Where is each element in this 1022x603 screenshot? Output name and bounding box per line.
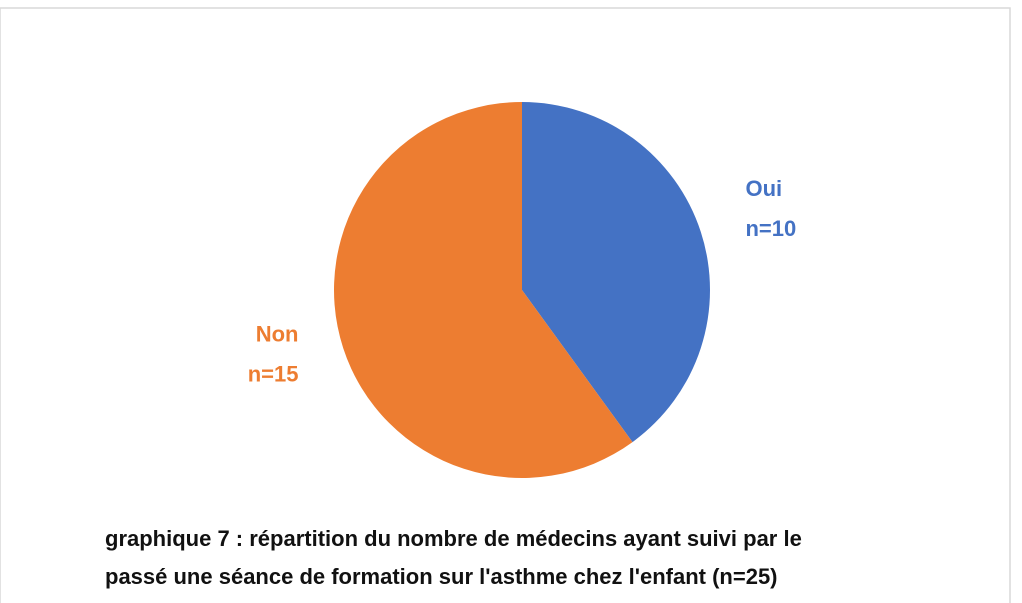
value-label: n=15 [248, 361, 299, 386]
value-label: n=10 [745, 216, 796, 241]
pie-slice [522, 102, 710, 443]
pie-slice [333, 102, 633, 478]
slice-label: Oui [745, 176, 782, 201]
chart-title: passé une séance de formation sur l'asth… [105, 564, 778, 589]
slice-label: Non [256, 321, 299, 346]
chart-title: graphique 7 : répartition du nombre de m… [105, 526, 802, 551]
